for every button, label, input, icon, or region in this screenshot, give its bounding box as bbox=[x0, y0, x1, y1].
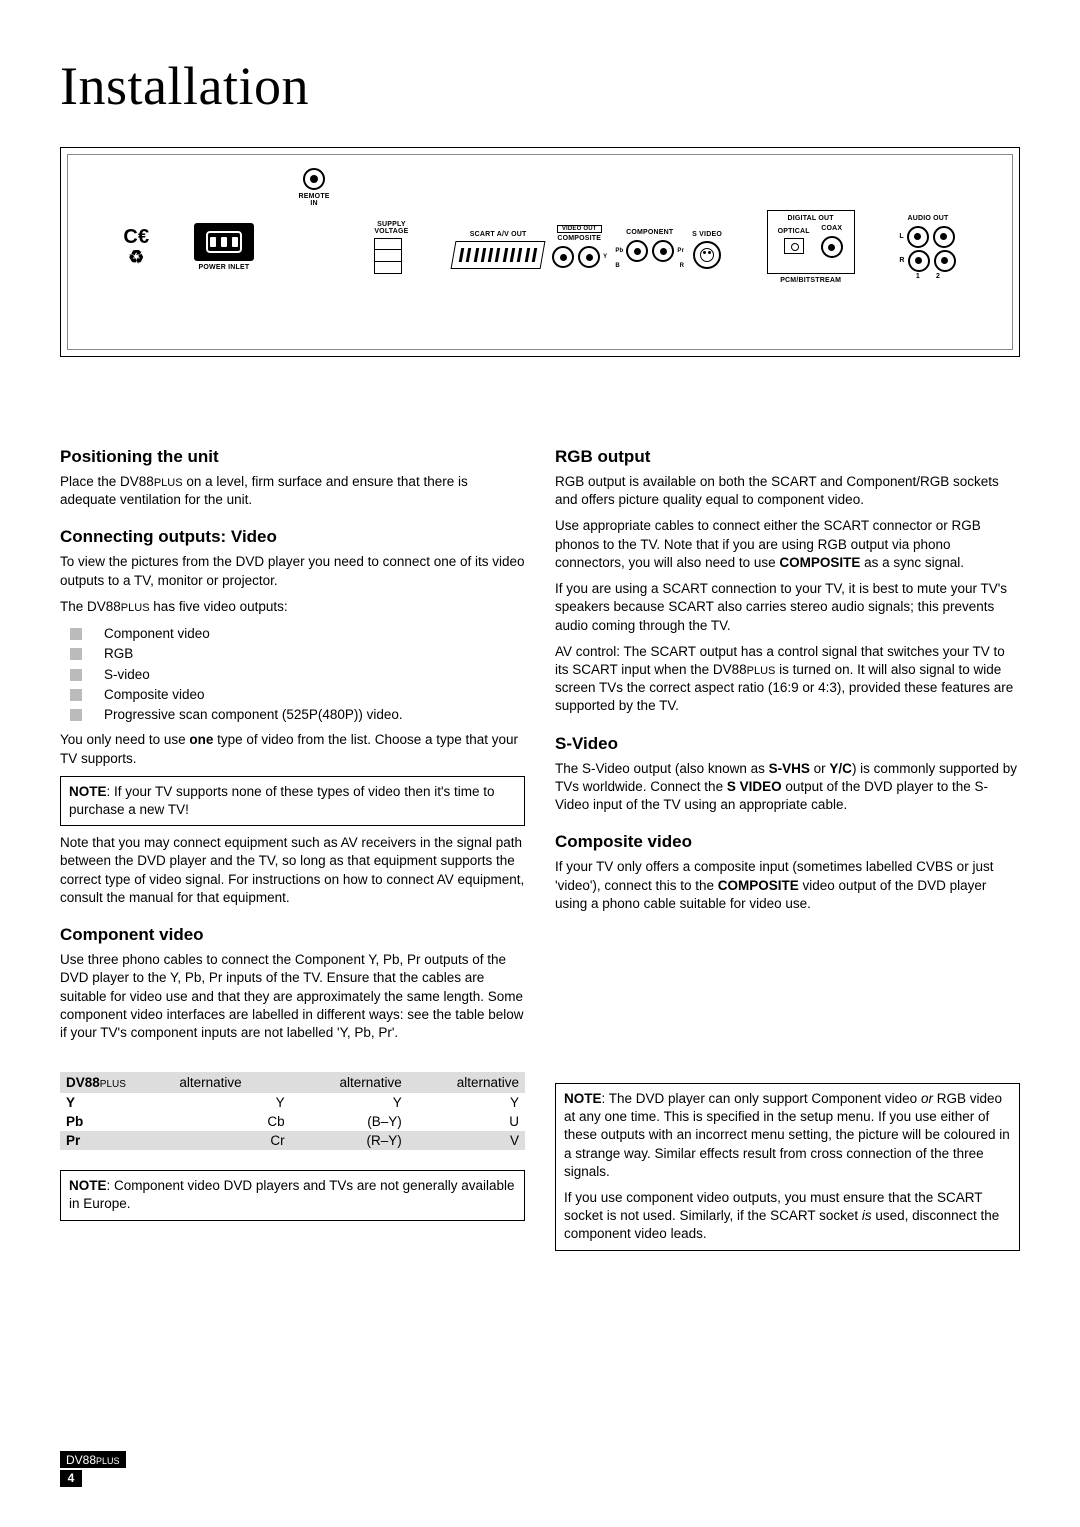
content-columns: Positioning the unit Place the DV88PLUS … bbox=[60, 447, 1020, 1259]
note-europe: NOTE: Component video DVD players and TV… bbox=[60, 1170, 525, 1220]
component-pb-phono bbox=[626, 240, 648, 262]
rgb-p2: Use appropriate cables to connect either… bbox=[555, 517, 1020, 572]
rgb-p4: AV control: The SCART output has a contr… bbox=[555, 643, 1020, 716]
composite-heading: Composite video bbox=[555, 832, 1020, 852]
right-column: RGB output RGB output is available on bo… bbox=[555, 447, 1020, 1259]
positioning-text: Place the DV88PLUS on a level, firm surf… bbox=[60, 473, 525, 509]
connecting-heading: Connecting outputs: Video bbox=[60, 527, 525, 547]
ce-mark: C€ bbox=[123, 227, 149, 247]
scart-label: SCART A/V OUT bbox=[453, 231, 543, 238]
remote-in-label: REMOTE IN bbox=[299, 193, 330, 207]
table-header: alternative bbox=[291, 1072, 408, 1093]
supply-voltage-label: SUPPLY VOLTAGE bbox=[374, 221, 408, 235]
note-new-tv: NOTE: If your TV supports none of these … bbox=[60, 776, 525, 826]
footer-model: DV88PLUS bbox=[60, 1451, 126, 1468]
table-row: Y Y Y Y bbox=[60, 1093, 525, 1112]
rgb-p1: RGB output is available on both the SCAR… bbox=[555, 473, 1020, 509]
composite-p1: If your TV only offers a composite input… bbox=[555, 858, 1020, 913]
table-header: DV88PLUS bbox=[60, 1072, 173, 1093]
left-column: Positioning the unit Place the DV88PLUS … bbox=[60, 447, 525, 1259]
supply-voltage-group: SUPPLY VOLTAGE bbox=[374, 221, 408, 274]
table-row: Pr Cr (R–Y) V bbox=[60, 1131, 525, 1150]
table-header: alternative bbox=[173, 1072, 290, 1093]
connecting-p2: The DV88PLUS has five video outputs: bbox=[60, 598, 525, 616]
compliance-marks: C€ ♻ bbox=[123, 227, 149, 268]
page-title: Installation bbox=[60, 55, 1020, 117]
video-out-label: VIDEO OUT bbox=[557, 225, 602, 233]
digital-out-group: DIGITAL OUT OPTICAL COAX PCM/BITSTREAM bbox=[767, 210, 855, 284]
rgb-heading: RGB output bbox=[555, 447, 1020, 467]
rgb-p3: If you are using a SCART connection to y… bbox=[555, 580, 1020, 635]
note-component-rgb: NOTE: The DVD player can only support Co… bbox=[555, 1083, 1020, 1251]
svideo-icon bbox=[693, 241, 721, 269]
video-out-group: SCART A/V OUT VIDEO OUT COMPOSITE Y bbox=[453, 225, 722, 269]
list-item: Component video bbox=[70, 624, 525, 644]
component-y-phono bbox=[578, 246, 600, 268]
video-outputs-list: Component video RGB S-video Composite vi… bbox=[70, 624, 525, 725]
composite-label: COMPOSITE bbox=[551, 235, 607, 242]
table-header: alternative bbox=[408, 1072, 525, 1093]
svideo-p1: The S-Video output (also known as S-VHS … bbox=[555, 760, 1020, 815]
power-inlet-label: POWER INLET bbox=[194, 264, 254, 271]
recycle-icon: ♻ bbox=[123, 247, 149, 268]
composite-phono-icon bbox=[552, 246, 574, 268]
digital-out-label: DIGITAL OUT bbox=[778, 215, 844, 222]
rear-panel-diagram: C€ ♻ POWER INLET REMOTE IN SUPPLY VOLTAG… bbox=[60, 147, 1020, 357]
table-row: Pb Cb (B–Y) U bbox=[60, 1112, 525, 1131]
component-video-heading: Component video bbox=[60, 925, 525, 945]
component-alternative-table: DV88PLUS alternative alternative alterna… bbox=[60, 1072, 525, 1150]
list-item: Progressive scan component (525P(480P)) … bbox=[70, 705, 525, 725]
connecting-p1: To view the pictures from the DVD player… bbox=[60, 553, 525, 589]
connecting-p3: You only need to use one type of video f… bbox=[60, 731, 525, 767]
audio-out-group: AUDIO OUT L R 12 bbox=[899, 215, 956, 280]
pcm-label: PCM/BITSTREAM bbox=[767, 277, 855, 284]
list-item: S-video bbox=[70, 665, 525, 685]
page-footer: DV88PLUS 4 bbox=[60, 1451, 126, 1487]
positioning-heading: Positioning the unit bbox=[60, 447, 525, 467]
optical-icon bbox=[784, 238, 804, 254]
remote-in-group: REMOTE IN bbox=[299, 168, 330, 207]
coax-phono-icon bbox=[821, 236, 843, 258]
footer-page-number: 4 bbox=[60, 1470, 82, 1487]
svideo-heading: S-Video bbox=[555, 734, 1020, 754]
component-label: COMPONENT bbox=[615, 229, 684, 236]
audio-out-label: AUDIO OUT bbox=[899, 215, 956, 222]
power-inlet-icon bbox=[194, 223, 254, 261]
scart-icon bbox=[451, 241, 546, 269]
power-inlet-group: POWER INLET bbox=[194, 223, 254, 271]
list-item: Composite video bbox=[70, 685, 525, 705]
supply-voltage-icon bbox=[374, 238, 402, 274]
component-video-p1: Use three phono cables to connect the Co… bbox=[60, 951, 525, 1042]
list-item: RGB bbox=[70, 644, 525, 664]
connecting-p4: Note that you may connect equipment such… bbox=[60, 834, 525, 907]
remote-jack-icon bbox=[303, 168, 325, 190]
svideo-label: S VIDEO bbox=[692, 231, 722, 238]
component-pr-phono bbox=[652, 240, 674, 262]
